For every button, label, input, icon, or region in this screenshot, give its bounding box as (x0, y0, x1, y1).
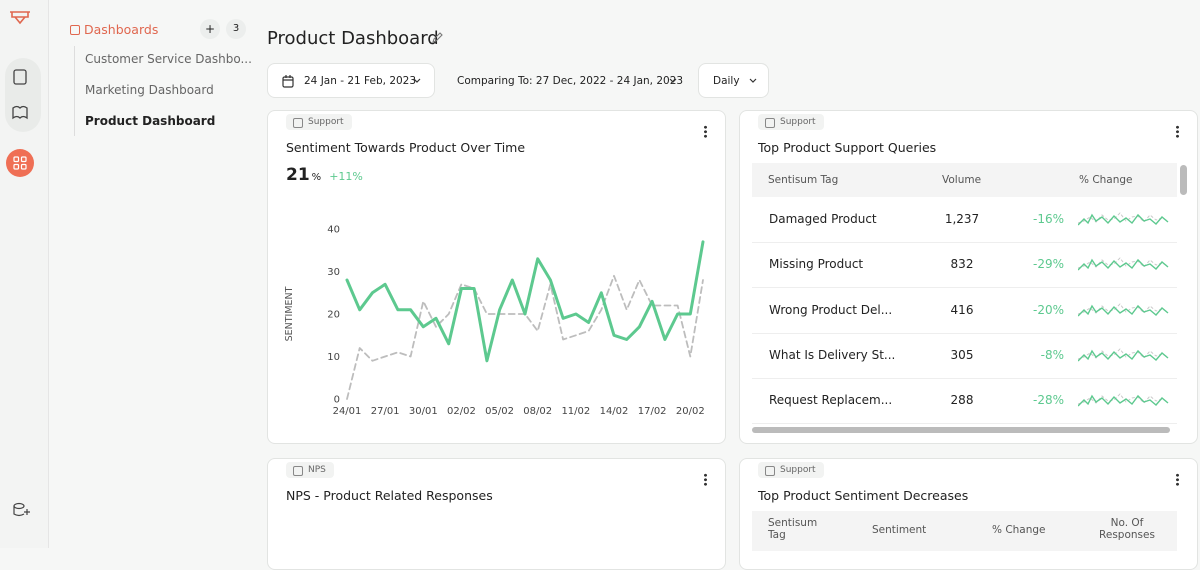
card-tag: Support (758, 462, 824, 478)
scrollbar-h[interactable] (752, 427, 1170, 433)
card-tag: NPS (286, 462, 334, 478)
volume-cell: 832 (950, 257, 974, 272)
column-header: Sentisum Tag (768, 174, 839, 186)
volume-cell: 416 (950, 302, 974, 317)
date-filter[interactable]: 24 Jan - 21 Feb, 2023 (267, 63, 435, 98)
tag-cell: Damaged Product (769, 212, 877, 226)
y-axis-label: SENTIMENT (284, 286, 295, 341)
y-tick-label: 30 (327, 267, 340, 278)
chevron (413, 78, 421, 83)
column-header: Sentisum Tag (768, 517, 818, 541)
x-tick-label: 02/02 (447, 406, 476, 417)
column-header: % Change (992, 524, 1046, 536)
count-badge: 3 (226, 19, 246, 39)
x-tick-label: 24/01 (333, 406, 362, 417)
card-menu[interactable] (1176, 473, 1179, 486)
column-header: No. Of Responses (1099, 517, 1155, 541)
card-menu[interactable] (704, 125, 707, 138)
line-chart: SENTIMENT 0 10 20 30 40 24/01 27/01 30/01 02/02 0… (284, 225, 705, 418)
table-row: Damaged Product 1,237 -16% (752, 197, 1177, 243)
x-tick-label: 20/02 (676, 406, 705, 417)
compare-range: Comparing To: 27 Dec, 2022 - 24 Jan, 202… (457, 75, 684, 87)
rail-icons (5, 11, 41, 517)
card-title: Top Product Support Queries (758, 140, 937, 155)
sparkline (1078, 257, 1169, 271)
granularity: Daily (713, 75, 740, 87)
change-cell: -16% (1032, 212, 1064, 226)
change-cell: -20% (1032, 302, 1064, 317)
sparkline (1078, 302, 1169, 317)
card-tag: Support (286, 114, 352, 130)
card-title: NPS - Product Related Responses (286, 488, 493, 503)
sparkline (1078, 393, 1169, 407)
table-row: Missing Product 832 -29% (752, 242, 1177, 289)
granularity-filter[interactable]: Daily (698, 63, 769, 98)
metric-change: +11% (329, 170, 363, 183)
card-menu[interactable] (1176, 125, 1179, 138)
change-cell: -28% (1032, 393, 1064, 408)
y-tick-label: 20 (327, 310, 340, 321)
edit-icon[interactable] (430, 31, 444, 45)
x-tick-label: 05/02 (485, 406, 514, 417)
scrollbar-v[interactable] (1180, 165, 1187, 195)
table-row: Request Replacem... 288 -28% (752, 378, 1177, 425)
table-row: What Is Delivery St... 305 -8% (752, 333, 1177, 379)
add-button[interactable]: + (200, 19, 220, 39)
chevron (669, 78, 677, 83)
x-tick-label: 14/02 (600, 406, 629, 417)
table-header: Sentisum Tag Volume % Change (752, 163, 1177, 197)
column-header: % Change (1079, 174, 1133, 186)
icon-rail (0, 0, 49, 548)
date-range: 24 Jan - 21 Feb, 2023 (304, 75, 417, 87)
card-tag: Support (758, 114, 824, 130)
nav-section[interactable]: Dashboards (84, 22, 159, 37)
page-title: Product Dashboard (267, 28, 439, 49)
x-tick-label: 27/01 (371, 406, 400, 417)
volume-cell: 1,237 (944, 212, 980, 226)
series-line (346, 274, 704, 400)
tag-cell: Request Replacem... (769, 393, 893, 408)
x-tick-label: 17/02 (638, 406, 667, 417)
column-header: Volume (942, 174, 982, 186)
nav-item-active[interactable]: Product Dashboard (85, 114, 216, 128)
change-cell: -29% (1032, 257, 1064, 272)
table-row: Wrong Product Del... 416 -20% (752, 288, 1177, 334)
change-cell: -8% (1040, 347, 1064, 362)
tag-cell: Wrong Product Del... (769, 302, 893, 317)
volume-cell: 288 (950, 393, 974, 408)
card: NPS NPS - Product Related Responses (267, 458, 726, 570)
metric-value: 21% +11% (286, 165, 363, 185)
card: Support Sentiment Towards Product Over T… (267, 110, 726, 444)
card-menu[interactable] (704, 473, 707, 486)
x-tick-label: 08/02 (523, 406, 552, 417)
nav-item[interactable]: Customer Service Dashbo... (85, 52, 252, 66)
sparkline (1078, 212, 1169, 226)
x-tick-label: 11/02 (561, 406, 590, 417)
y-tick-label: 0 (334, 395, 340, 406)
y-tick-label: 10 (327, 352, 340, 363)
metric-unit: % (311, 172, 322, 183)
sparkline (1078, 348, 1169, 362)
card-title: Sentiment Towards Product Over Time (286, 140, 526, 155)
volume-cell: 305 (950, 347, 974, 362)
chevron (749, 78, 757, 83)
compare-filter[interactable]: Comparing To: 27 Dec, 2022 - 24 Jan, 202… (444, 63, 689, 98)
calendar-icon (282, 75, 294, 88)
nav-icon (70, 25, 80, 35)
active-app-icon[interactable] (6, 149, 34, 177)
x-tick-label: 30/01 (409, 406, 438, 417)
tag-cell: What Is Delivery St... (769, 347, 896, 362)
card-title: Top Product Sentiment Decreases (758, 488, 969, 503)
series-line (345, 240, 705, 363)
metric-number: 21 (286, 165, 310, 185)
table-header: Sentisum Tag Sentiment % Change No. Of Resp… (752, 511, 1177, 551)
y-tick-label: 40 (327, 225, 340, 236)
card: Support Top Product Sentiment Decreases … (739, 458, 1198, 570)
card: Support Top Product Support Queries Sent… (739, 110, 1198, 444)
nav-item[interactable]: Marketing Dashboard (85, 83, 214, 97)
tag-cell: Missing Product (769, 257, 864, 272)
column-header: Sentiment (872, 524, 927, 536)
nav-line (74, 46, 75, 136)
